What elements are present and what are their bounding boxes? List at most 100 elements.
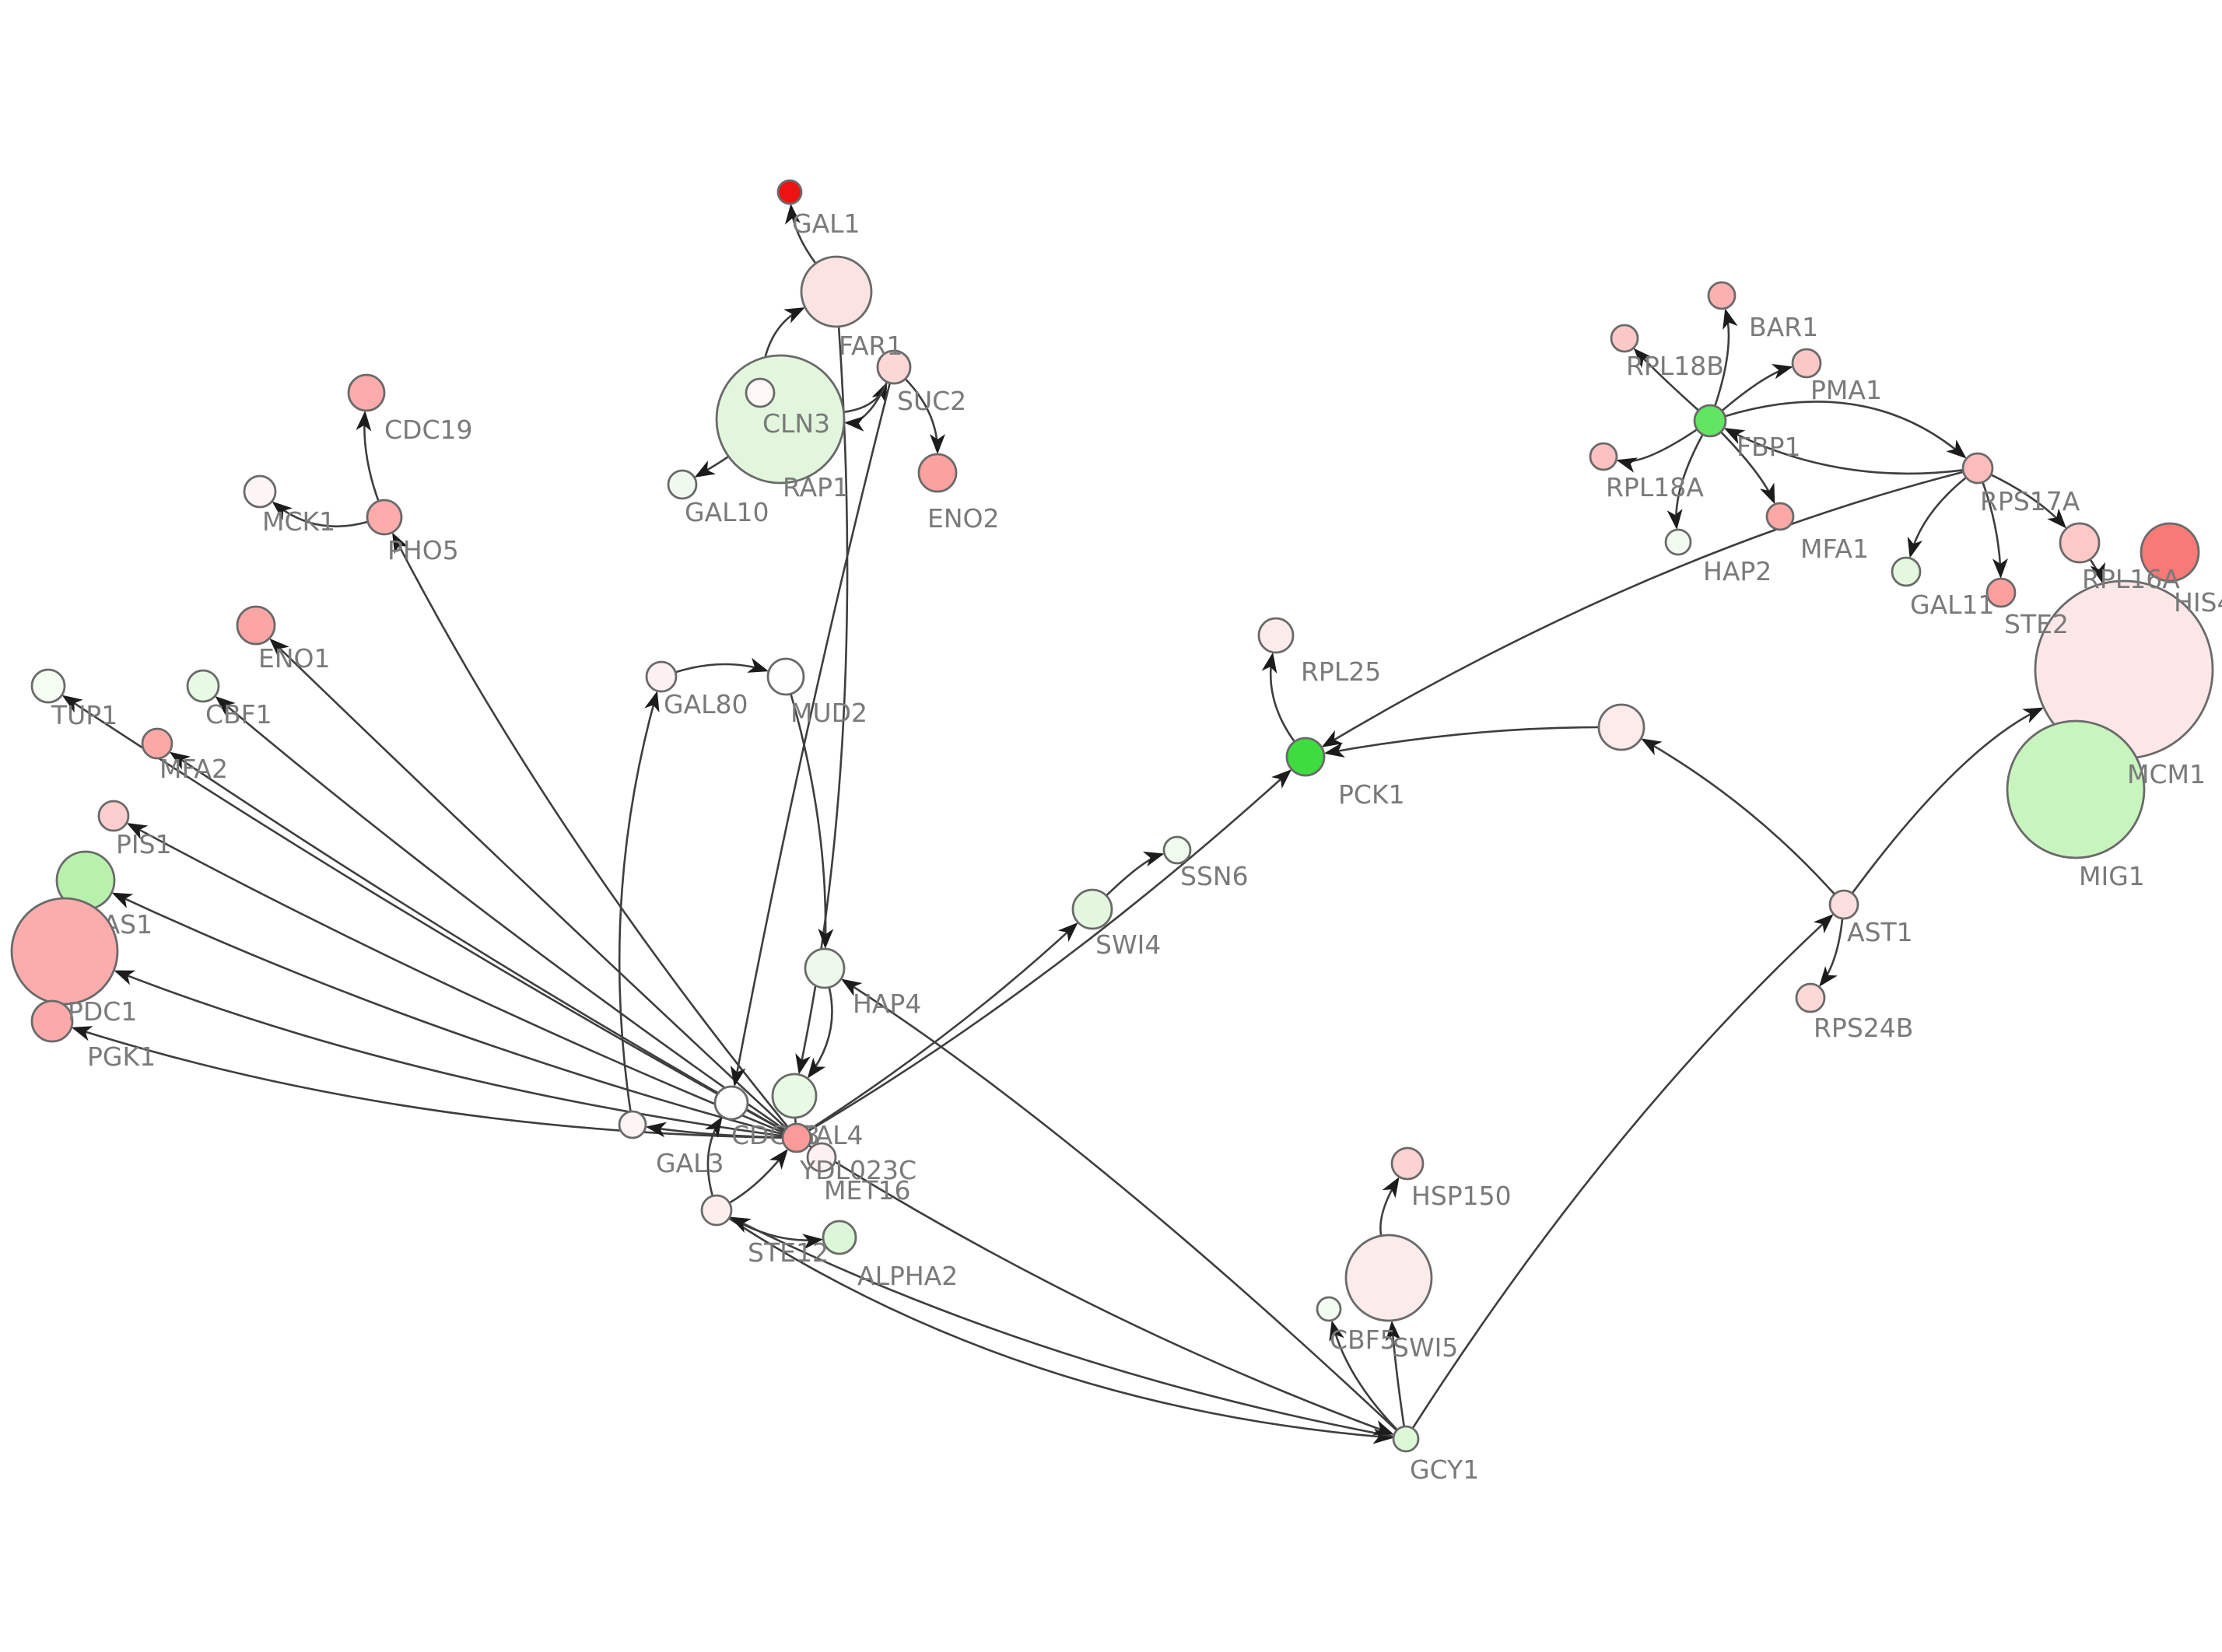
node-rpl25[interactable] — [1257, 617, 1295, 654]
node-alpha2[interactable] — [822, 1220, 857, 1255]
edge-YDL023C-TUP1[interactable] — [61, 695, 785, 1132]
edge-GAL3-GAL80[interactable] — [618, 691, 660, 1112]
edge-GCY1-AST1[interactable] — [1411, 914, 1834, 1430]
node-rps17a[interactable] — [1961, 452, 1994, 485]
edge-GCY1-CBF5[interactable] — [1329, 1320, 1398, 1431]
edge-SWI5-HSP150[interactable] — [1379, 1177, 1400, 1237]
node-pdc1[interactable] — [10, 897, 119, 1006]
edge-RPL16A-MCM1[interactable] — [2089, 558, 2106, 584]
node-mud2[interactable] — [766, 657, 805, 696]
edge-YDL023C-PGK1[interactable] — [71, 1026, 783, 1139]
edge-STE12-GCY1[interactable] — [728, 1217, 1394, 1444]
edge-HAP4-GAL4[interactable] — [807, 987, 833, 1079]
edge-SUC2-CDC28[interactable] — [730, 383, 892, 1087]
node-eno2[interactable] — [917, 453, 958, 493]
edge-PHO5-CDC19[interactable] — [356, 410, 380, 502]
node-his4[interactable] — [2140, 522, 2200, 583]
edge-STE12-CDC28[interactable] — [705, 1116, 723, 1197]
edge-SUC2-RAP1[interactable] — [843, 381, 888, 432]
node-met16[interactable] — [806, 1142, 837, 1173]
node-ssn6[interactable] — [1162, 835, 1192, 865]
edge-RAP1-GAL10[interactable] — [694, 455, 730, 478]
edge-YDL023C-PHO5[interactable] — [392, 532, 789, 1128]
node-pma1[interactable] — [1791, 348, 1822, 379]
node-ast1[interactable] — [1828, 889, 1859, 920]
edge-FBP1-PMA1[interactable] — [1721, 363, 1793, 412]
edge-YDL023C-PCK1[interactable] — [808, 769, 1292, 1132]
edge-MUD2-HAP4[interactable] — [790, 693, 834, 949]
edge-YDL023C-SWI4[interactable] — [808, 922, 1078, 1132]
edge-STE12-YDL023C[interactable] — [728, 1149, 788, 1204]
edge-RPS17A-PCK1[interactable] — [1321, 471, 1964, 747]
edge-GCY1-HAP4[interactable] — [841, 978, 1398, 1432]
edge-AST1-RPS24B[interactable] — [1819, 918, 1844, 987]
node-gal3[interactable] — [618, 1110, 647, 1139]
node-gcy1[interactable] — [1392, 1425, 1420, 1453]
node-rpl18b[interactable] — [1610, 324, 1639, 353]
edge-YDL023C-GCY1[interactable] — [808, 1144, 1394, 1435]
edge-SWI4-SSN6[interactable] — [1105, 851, 1165, 897]
node-pis1[interactable] — [97, 800, 130, 832]
node-hap2[interactable] — [1664, 528, 1692, 556]
edge-RPS17A-STE2[interactable] — [1982, 481, 2008, 579]
node-gal80[interactable] — [645, 660, 678, 693]
node-mck1[interactable] — [243, 474, 277, 509]
edge-PCK1-RPL25[interactable] — [1261, 652, 1295, 743]
node-bar1[interactable] — [1707, 281, 1737, 310]
node-tup1[interactable] — [30, 668, 66, 704]
edge-PHO5-MCK1[interactable] — [272, 501, 369, 528]
node-swi5[interactable] — [1344, 1234, 1433, 1322]
node-far1[interactable] — [800, 255, 873, 328]
node-mig1[interactable] — [2006, 719, 2146, 859]
edge-GAL80-MUD2[interactable] — [675, 657, 769, 674]
node-rpl18a[interactable] — [1589, 442, 1618, 471]
edge-RPS17A-FBP1[interactable] — [1723, 428, 1964, 475]
edge-NODE_A-PCK1[interactable] — [1323, 726, 1600, 758]
edge-FBP1-RPL18A[interactable] — [1616, 429, 1698, 473]
edge-AST1-MCM1[interactable] — [1851, 707, 2044, 894]
edge-FAR1-GAL1[interactable] — [784, 203, 817, 264]
node-cbf5[interactable] — [1316, 1296, 1342, 1322]
edge-RAP1-SUC2[interactable] — [843, 382, 888, 413]
node-cdc19[interactable] — [347, 373, 386, 412]
node-hap4[interactable] — [804, 947, 846, 989]
node-cdc28[interactable] — [713, 1085, 749, 1121]
node-ste2[interactable] — [1985, 577, 2017, 608]
node-pho5[interactable] — [366, 499, 403, 536]
edge-YDL023C-PIS1[interactable] — [126, 823, 784, 1134]
edge-YDL023C-PDC1[interactable] — [114, 970, 783, 1137]
node-gal10[interactable] — [667, 469, 698, 500]
edge-FBP1-RPL18B[interactable] — [1633, 348, 1699, 411]
node-pck1[interactable] — [1285, 737, 1326, 777]
node-suc2[interactable] — [876, 349, 912, 385]
node-mfa1[interactable] — [1765, 502, 1795, 531]
node-gal4[interactable] — [771, 1073, 818, 1119]
node-cbf1[interactable] — [186, 669, 220, 703]
node-swi4[interactable] — [1071, 888, 1113, 930]
edge-AST1-NODE_A[interactable] — [1641, 738, 1835, 895]
edge-YDL023C-RAS1[interactable] — [111, 892, 783, 1136]
edge-FBP1-RPS17A[interactable] — [1724, 401, 1967, 459]
node-gal11[interactable] — [1891, 556, 1922, 587]
edge-GCY1-STE12[interactable] — [730, 1216, 1394, 1438]
node-ste12[interactable] — [700, 1194, 733, 1227]
edge-YDL023C-ENO1[interactable] — [269, 638, 787, 1129]
node-cln3[interactable] — [745, 377, 776, 408]
node-rpl16a[interactable] — [2059, 522, 2101, 564]
node-pgk1[interactable] — [30, 999, 74, 1043]
edge-GCY1-SWI5[interactable] — [1385, 1320, 1405, 1427]
node-ydl023c[interactable] — [781, 1122, 812, 1153]
node-unlabeled[interactable] — [1597, 703, 1645, 751]
edge-YDL023C-MFA2[interactable] — [169, 751, 785, 1132]
node-mfa2[interactable] — [141, 727, 173, 760]
edge-FBP1-BAR1[interactable] — [1714, 308, 1738, 407]
node-hsp150[interactable] — [1390, 1146, 1425, 1181]
edge-RPS17A-RPL16A[interactable] — [1990, 474, 2067, 529]
node-rps24b[interactable] — [1795, 982, 1826, 1013]
node-fbp1[interactable] — [1693, 404, 1727, 438]
edge-SUC2-ENO2[interactable] — [904, 378, 945, 454]
node-gal1[interactable] — [776, 179, 803, 205]
node-eno1[interactable] — [236, 605, 276, 646]
edge-FBP1-HAP2[interactable] — [1666, 433, 1704, 530]
